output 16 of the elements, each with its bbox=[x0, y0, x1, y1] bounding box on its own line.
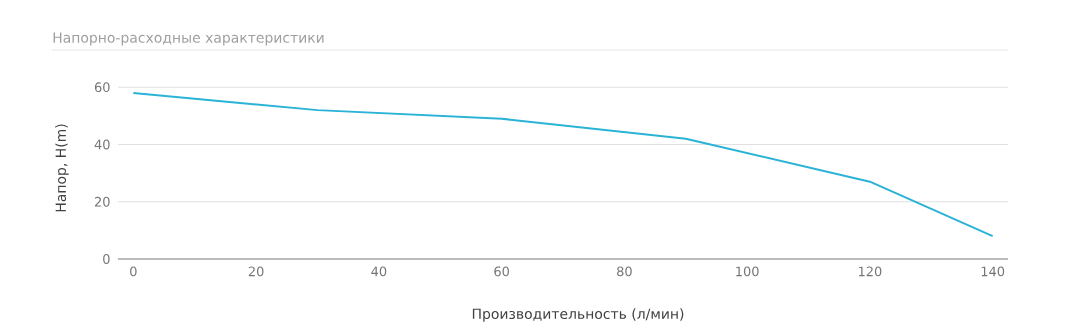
y-axis-title: Напор, H(m) bbox=[55, 124, 69, 212]
x-tick-label: 140 bbox=[981, 266, 1005, 277]
line-series bbox=[132, 91, 994, 238]
y-tick-label: 0 bbox=[103, 254, 110, 264]
x-tick-label: 80 bbox=[617, 266, 632, 277]
x-tick-label: 100 bbox=[736, 266, 759, 277]
x-tick-label: 0 bbox=[130, 266, 137, 277]
x-tick-label: 60 bbox=[494, 266, 509, 277]
y-tick-label: 20 bbox=[94, 196, 110, 207]
chart-title: Напорно-расходные характеристики bbox=[53, 32, 324, 46]
x-tick-label: 20 bbox=[248, 266, 264, 277]
y-tick-label: 60 bbox=[94, 82, 110, 93]
x-tick-label: 40 bbox=[371, 266, 387, 277]
x-axis-title: Производительность (л/мин) bbox=[472, 308, 684, 322]
x-tick-label: 120 bbox=[858, 266, 882, 277]
y-tick-label: 40 bbox=[94, 139, 110, 150]
